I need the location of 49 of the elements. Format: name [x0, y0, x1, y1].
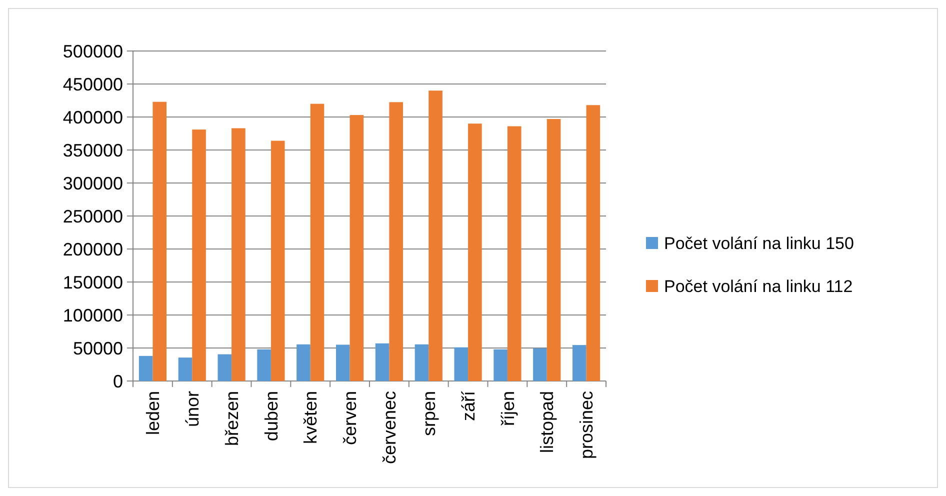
y-tick-label: 450000: [62, 74, 123, 94]
bar: [494, 349, 508, 381]
x-tick-label: říjen: [498, 391, 518, 426]
bar: [375, 343, 390, 381]
x-tick-label: květen: [300, 391, 321, 444]
bar: [310, 104, 324, 381]
x-tick-label: srpen: [418, 391, 439, 436]
x-tick-label: prosinec: [576, 391, 597, 460]
bar: [428, 90, 442, 381]
legend-label: Počet volání na linku 112: [664, 276, 853, 296]
bar: [152, 102, 167, 381]
bar: [468, 124, 482, 381]
x-tick-label: září: [458, 391, 478, 422]
bar: [192, 130, 206, 381]
y-tick-label: 200000: [62, 239, 123, 260]
bar: [232, 128, 246, 381]
bar: [178, 358, 192, 381]
y-tick-label: 400000: [62, 107, 123, 128]
y-tick-label: 50000: [72, 338, 123, 358]
bar: [414, 344, 429, 381]
x-tick-label: březen: [222, 391, 242, 446]
bar: [257, 349, 271, 381]
y-tick-label: 100000: [62, 305, 123, 326]
bar: [336, 344, 350, 381]
bar: [586, 105, 600, 381]
x-tick-label: leden: [143, 391, 164, 436]
y-tick-label: 0: [112, 371, 123, 392]
bar: [270, 140, 285, 381]
bar: [546, 118, 561, 381]
x-tick-label: duben: [261, 391, 282, 442]
bar: [389, 102, 404, 381]
y-tick-label: 350000: [62, 140, 123, 160]
y-tick-label: 300000: [62, 173, 123, 194]
bar: [350, 115, 364, 381]
bar: [138, 356, 153, 381]
y-tick-label: 500000: [62, 41, 123, 62]
x-tick-label: červen: [340, 391, 360, 446]
y-tick-label: 150000: [62, 272, 123, 292]
y-tick-label: 250000: [62, 206, 123, 226]
bar: [296, 344, 310, 381]
bar: [218, 354, 232, 381]
x-tick-label: listopad: [537, 391, 558, 454]
bar: [572, 345, 586, 381]
bar: [454, 347, 468, 381]
x-tick-label: únor: [182, 391, 202, 428]
x-tick-label: červenec: [380, 391, 400, 464]
bar: [507, 126, 522, 381]
bar: [533, 348, 547, 381]
legend-label: Počet volání na linku 150: [664, 234, 854, 253]
